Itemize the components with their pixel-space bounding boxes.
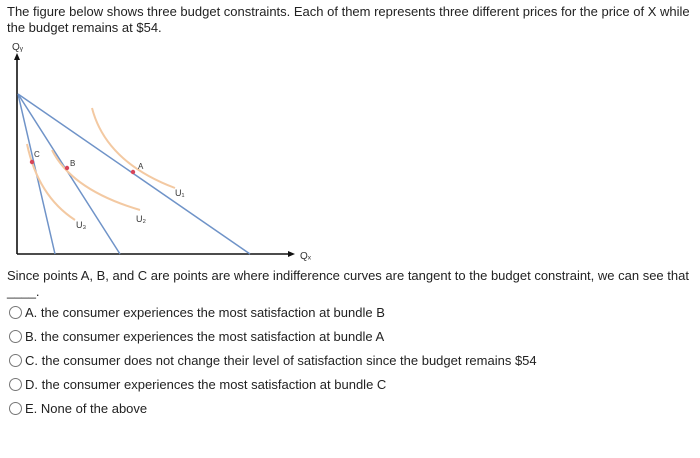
y-axis-arrow (14, 53, 20, 60)
radio-button[interactable] (9, 305, 22, 319)
curve-label-u1: U₁ (175, 188, 185, 198)
curve-label-u3: U₃ (76, 220, 86, 230)
option-label: D. the consumer experiences the most sat… (25, 376, 387, 392)
question-intro: The figure below shows three budget cons… (7, 4, 690, 35)
radio-button[interactable] (9, 401, 22, 415)
question-prompt: Since points A, B, and C are points are … (7, 268, 689, 299)
budget-constraint-diagram: Qᵧ Qₓ A B C U₁ U₂ U₃ (12, 42, 312, 262)
option-a[interactable]: A. the consumer experiences the most sat… (9, 300, 537, 324)
option-label: A. the consumer experiences the most sat… (25, 304, 385, 320)
point-a (130, 169, 136, 175)
radio-button[interactable] (9, 329, 22, 343)
point-label-b: B (70, 159, 75, 168)
radio-button[interactable] (9, 377, 22, 391)
point-c (29, 159, 35, 165)
point-label-a: A (138, 162, 144, 171)
curve-label-u2: U₂ (136, 214, 146, 224)
option-e[interactable]: E. None of the above (9, 396, 537, 420)
x-axis-arrow (288, 251, 295, 257)
indifference-curve-u3 (26, 143, 76, 221)
answer-options: A. the consumer experiences the most sat… (9, 300, 537, 420)
option-label: C. the consumer does not change their le… (25, 352, 537, 368)
option-d[interactable]: D. the consumer experiences the most sat… (9, 372, 537, 396)
point-label-c: C (34, 150, 40, 159)
option-label: E. None of the above (25, 400, 148, 416)
point-b (64, 165, 70, 171)
indifference-curve-u2 (51, 149, 141, 211)
option-b[interactable]: B. the consumer experiences the most sat… (9, 324, 537, 348)
option-c[interactable]: C. the consumer does not change their le… (9, 348, 537, 372)
x-axis-label: Qₓ (300, 251, 312, 262)
budget-line-1 (17, 93, 251, 255)
option-label: B. the consumer experiences the most sat… (25, 328, 385, 344)
radio-button[interactable] (9, 353, 22, 367)
y-axis-label: Qᵧ (12, 42, 24, 53)
indifference-curve-u1 (91, 107, 176, 189)
